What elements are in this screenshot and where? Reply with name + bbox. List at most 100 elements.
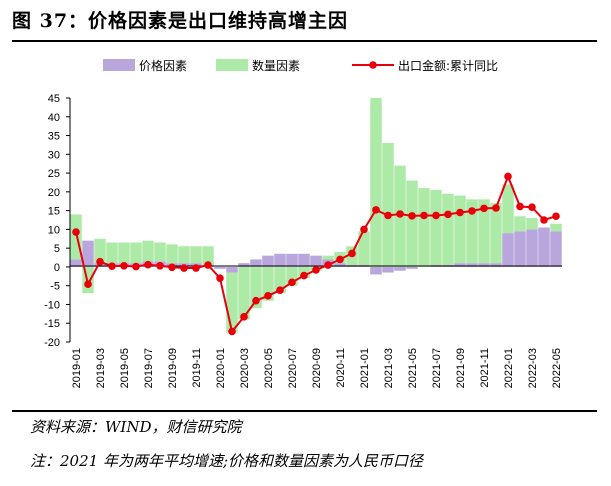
line-point [204, 261, 212, 269]
bar-quantity [502, 184, 514, 234]
line-point [372, 206, 380, 214]
x-tick-label: 2019-11 [191, 348, 203, 388]
line-point [456, 208, 464, 217]
bar-price [286, 253, 298, 267]
x-tick-label: 2022-01 [503, 348, 515, 388]
line-point [396, 210, 404, 218]
y-tick-label: 25 [48, 168, 60, 180]
legend: 价格因素 数量因素 出口金额:累计同比 [103, 58, 498, 73]
x-tick-label: 2022-05 [551, 348, 563, 388]
line-point [324, 261, 332, 269]
bar-quantity [526, 218, 538, 230]
x-tick-label: 2021-07 [431, 348, 443, 388]
bar-price [394, 266, 406, 271]
bar-price [502, 233, 514, 267]
y-tick-label: -5 [50, 281, 60, 293]
x-tick-label: 2020-11 [335, 348, 347, 388]
line-point [180, 264, 188, 272]
y-axis-ticks: -20 -15 -10 -5 0 5 10 15 20 25 30 35 40 45 [44, 93, 70, 349]
x-tick-label: 2020-05 [263, 348, 275, 388]
legend-swatch-price [103, 59, 135, 71]
y-tick-label: 10 [48, 224, 60, 236]
line-point [552, 212, 560, 221]
line-point [228, 327, 236, 336]
line-point [132, 262, 140, 271]
x-tick-label: 2020-09 [311, 348, 323, 388]
figure-title: 图 37：价格因素是出口维持高增主因 [12, 10, 349, 32]
bar-quantity [286, 266, 298, 286]
line-point [384, 211, 392, 220]
line-point [192, 264, 200, 272]
x-tick-label: 2021-03 [383, 348, 395, 388]
bar-quantity [322, 255, 334, 260]
y-tick-label: -20 [44, 337, 60, 349]
bar-price [370, 266, 382, 275]
line-point [348, 249, 356, 258]
bar-price [214, 266, 226, 269]
bar-quantity [406, 180, 418, 267]
bar-quantity [70, 214, 82, 260]
bar-price [382, 266, 394, 273]
bar-price [226, 266, 238, 273]
legend-label-quantity: 数量因素 [252, 58, 300, 73]
legend-swatch-quantity [216, 59, 248, 71]
bar-price [70, 259, 82, 267]
bar-quantity [166, 244, 178, 264]
x-tick-label: 2022-03 [527, 348, 539, 388]
bar-price [262, 255, 274, 267]
y-tick-label: 45 [48, 93, 60, 105]
x-tick-label: 2020-07 [287, 348, 299, 388]
bar-price [334, 263, 346, 267]
x-tick-label: 2019-07 [143, 348, 155, 388]
bar-quantity [106, 242, 118, 264]
legend-swatch-marker [369, 61, 377, 69]
line-point [240, 313, 248, 321]
x-tick-label: 2021-01 [359, 348, 371, 388]
bar-quantity [178, 246, 190, 264]
bar-quantity [262, 266, 274, 301]
bar-quantity [118, 242, 130, 264]
line-point [96, 257, 104, 266]
y-tick-label: 0 [54, 262, 60, 274]
y-tick-label: 35 [48, 131, 60, 143]
bar-price [478, 263, 490, 267]
line-point [336, 255, 344, 264]
line-point [252, 296, 260, 305]
bar-price [238, 263, 250, 267]
bar-quantity [442, 193, 454, 266]
bar-quantity [202, 246, 214, 266]
bar-quantity [514, 216, 526, 232]
x-tick-label: 2021-05 [407, 348, 419, 388]
line-point [444, 210, 452, 219]
line-point [84, 280, 92, 288]
bar-quantity [274, 266, 286, 294]
chart: 价格因素 数量因素 出口金额:累计同比 -20-15-10-5051015202… [44, 58, 563, 388]
bar-price [514, 231, 526, 267]
footer-rule [12, 410, 597, 412]
bar-quantity [454, 195, 466, 264]
line-point [492, 204, 500, 212]
line-point [300, 271, 308, 280]
bar-quantity [250, 266, 262, 309]
y-tick-label: -10 [44, 299, 60, 311]
bar-price [490, 263, 502, 267]
x-tick-label: 2019-01 [71, 348, 83, 388]
bars [70, 98, 562, 333]
x-axis-ticks: 2019-01 2019-03 2019-05 2019-07 2019-09 2019-… [71, 348, 563, 388]
line-point [480, 204, 488, 213]
bar-quantity [490, 203, 502, 264]
line-point [168, 263, 176, 272]
y-tick-label: 20 [48, 187, 60, 199]
bar-quantity [142, 240, 154, 262]
line-point [408, 212, 416, 220]
y-tick-label: 15 [48, 206, 60, 218]
bar-quantity [370, 98, 382, 267]
line-point [516, 202, 524, 211]
line-point [108, 262, 116, 270]
line-point [432, 211, 440, 220]
y-tick-label: -15 [44, 318, 60, 330]
bar-price [250, 259, 262, 267]
bar-quantity [190, 246, 202, 264]
y-tick-label: 5 [54, 243, 60, 255]
line-point [216, 274, 224, 282]
